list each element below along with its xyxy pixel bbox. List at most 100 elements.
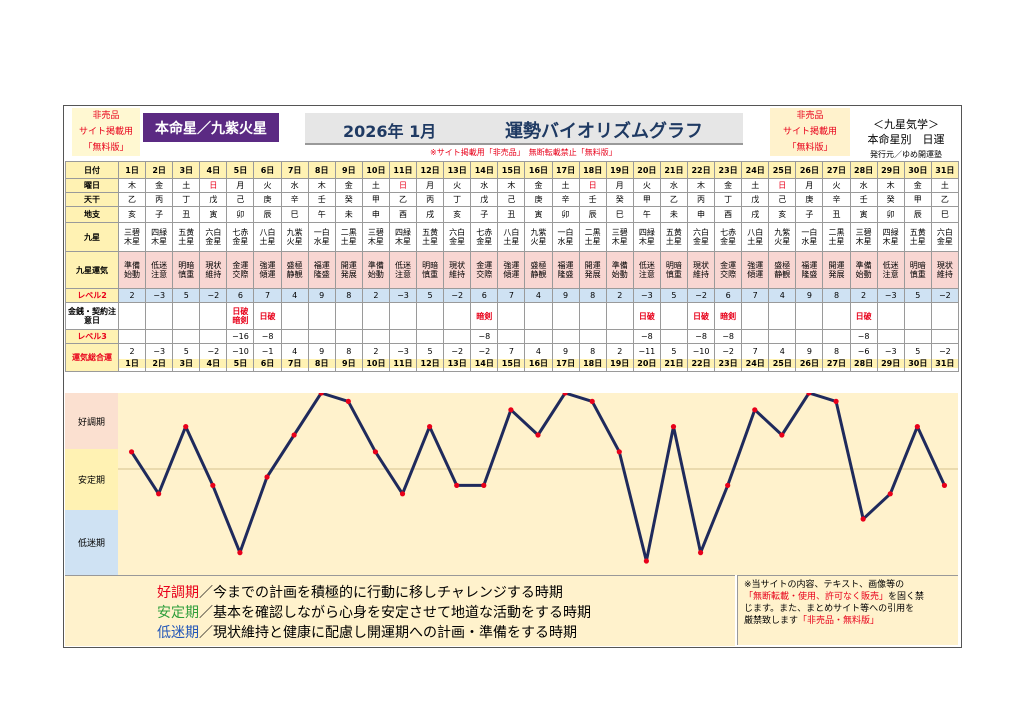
- star-text: 七赤: [232, 228, 249, 237]
- total-day: 8日: [309, 359, 335, 368]
- stem-cell: 癸: [876, 192, 905, 207]
- level3-cell: [876, 329, 905, 344]
- fortune-text: 現状: [936, 261, 953, 270]
- level2-cell: 8: [578, 288, 607, 303]
- star-cell: 五黄 土星: [903, 222, 932, 252]
- branch-cell: 卯: [876, 206, 905, 223]
- fortune-text: 発展: [828, 270, 845, 279]
- fortune-text: 発展: [340, 270, 357, 279]
- fortune-text: 静観: [286, 270, 303, 279]
- data-point: [616, 449, 622, 455]
- warning-cell: [334, 302, 363, 330]
- weekday-cell: 日: [768, 178, 797, 193]
- branch-cell: 卯: [226, 206, 255, 223]
- row-label: 九星: [65, 222, 119, 252]
- weekday-cell: 土: [930, 178, 959, 193]
- total-day: 6日: [254, 359, 281, 368]
- star-text: 八白: [259, 228, 276, 237]
- branch-cell: 丑: [172, 206, 201, 223]
- data-point: [291, 432, 297, 438]
- total-day: 27日: [823, 359, 850, 368]
- warning-cell: [361, 302, 390, 330]
- star-text: 土星: [584, 237, 601, 246]
- star-cell: 七赤 金星: [470, 222, 499, 252]
- star-text: 八白: [747, 228, 764, 237]
- day-cell: 25日: [768, 161, 797, 179]
- level2-cell: 5: [659, 288, 688, 303]
- warning-text: 暗剣: [232, 316, 249, 325]
- day-cell: 24日: [741, 161, 770, 179]
- star-cell: 一白 水星: [795, 222, 824, 252]
- branch-cell: 卯: [551, 206, 580, 223]
- branch-cell: 寅: [524, 206, 553, 223]
- total-cell: 8 9日: [334, 343, 363, 372]
- warning-cell: 日破 暗剣: [226, 302, 255, 330]
- plot-background: [118, 393, 958, 575]
- total-cell: 9 17日: [551, 343, 580, 372]
- level3-cell: −8: [849, 329, 878, 344]
- warning-cell: [551, 302, 580, 330]
- weekday-cell: 日: [578, 178, 607, 193]
- data-point: [508, 407, 514, 413]
- level2-cell: 9: [551, 288, 580, 303]
- fortune-text: 注意: [882, 270, 899, 279]
- stem-cell: 戊: [741, 192, 770, 207]
- star-cell: 六白 金星: [930, 222, 959, 252]
- total-value: 9: [806, 347, 812, 356]
- star-cell: 四緑 木星: [632, 222, 661, 252]
- star-text: 金星: [476, 237, 493, 246]
- warning-cell: [659, 302, 688, 330]
- total-cell: −11 20日: [632, 343, 661, 372]
- fortune-text: 現状: [205, 261, 222, 270]
- data-point: [562, 393, 568, 396]
- data-point: [427, 424, 433, 430]
- fortune-text: 交際: [476, 270, 493, 279]
- total-value: −2: [478, 347, 491, 356]
- branch-cell: 戌: [416, 206, 445, 223]
- warning-cell: [768, 302, 797, 330]
- total-value: −2: [938, 347, 951, 356]
- total-day: 29日: [878, 359, 904, 368]
- fortune-cell: 準備 始動: [605, 251, 634, 289]
- star-cell: 五黄 土星: [659, 222, 688, 252]
- star-text: 五黄: [178, 228, 195, 237]
- star-text: 四緑: [151, 228, 168, 237]
- data-point: [454, 482, 460, 488]
- warning-cell: 日破: [686, 302, 716, 330]
- stem-cell: 壬: [307, 192, 336, 207]
- level3-cell: [822, 329, 851, 344]
- day-cell: 8日: [307, 161, 336, 179]
- fortune-cell: 明暗 慎重: [903, 251, 932, 289]
- level3-cell: [930, 329, 959, 344]
- fortune-text: 盛極: [286, 261, 303, 270]
- row-total: 運気総合運 2 1日 −3 2日 5 3日 −2 4日 −10 5日 −1 6日 4 7日 9 8日 8 9日 2 10…: [65, 343, 959, 372]
- level2-cell: 5: [416, 288, 445, 303]
- level2-cell: 7: [497, 288, 526, 303]
- level3-cell: [416, 329, 445, 344]
- fortune-cell: 金運 交際: [714, 251, 743, 289]
- row-label: 金銭・契約注意日: [65, 302, 119, 330]
- total-day: 7日: [282, 359, 308, 368]
- star-text: 金星: [693, 237, 710, 246]
- fortune-cell: 盛極 静観: [768, 251, 797, 289]
- data-point: [183, 424, 189, 430]
- day-cell: 26日: [795, 161, 824, 179]
- total-cell: 2 1日: [117, 343, 147, 372]
- warning-cell: 日破: [632, 302, 661, 330]
- warning-cell: [876, 302, 905, 330]
- fortune-cell: 明暗 慎重: [172, 251, 201, 289]
- fortune-cell: 現状 維持: [930, 251, 959, 289]
- total-cell: −1 6日: [253, 343, 282, 372]
- total-cell: 8 27日: [822, 343, 851, 372]
- page-title: 運勢バイオリズムグラフ: [505, 121, 703, 142]
- day-cell: 11日: [388, 161, 418, 179]
- total-cell: −2 14日: [470, 343, 499, 372]
- weekday-cell: 日: [388, 178, 418, 193]
- row-fortune: 九星運気 準備 始動 低迷 注意 明暗 慎重 現状 維持 金運 交際 強運 傾運 盛極 静観 福運 隆盛 開運 発展…: [65, 251, 959, 289]
- stem-cell: 丙: [416, 192, 445, 207]
- star-cell: 二黒 土星: [578, 222, 607, 252]
- day-cell: 1日: [117, 161, 147, 179]
- weekday-cell: 火: [632, 178, 661, 193]
- level3-cell: [443, 329, 472, 344]
- level2-cell: −3: [632, 288, 661, 303]
